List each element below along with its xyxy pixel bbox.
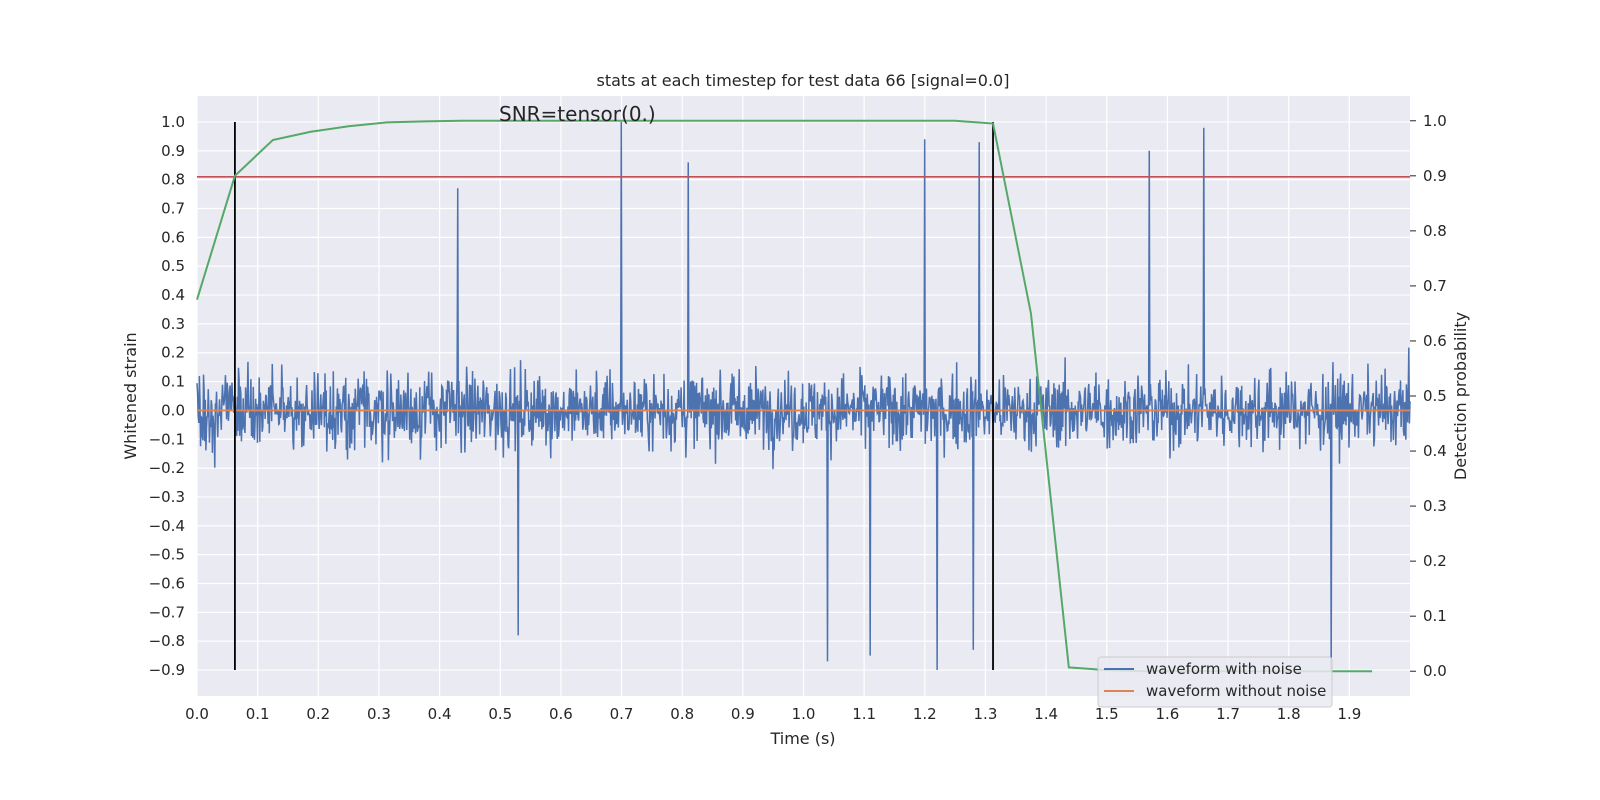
chart-title: stats at each timestep for test data 66 …: [597, 71, 1010, 90]
x-tick-label: 1.5: [1095, 705, 1119, 723]
x-tick-label: 1.8: [1277, 705, 1301, 723]
y-tick-label: 0.4: [161, 286, 185, 304]
x-tick-label: 0.2: [306, 705, 330, 723]
x-tick-label: 0.9: [731, 705, 755, 723]
legend-label-waveform-with-noise: waveform with noise: [1146, 660, 1302, 678]
x-tick-label: 1.9: [1337, 705, 1361, 723]
x-tick-label: 1.1: [852, 705, 876, 723]
y-tick-label: 1.0: [161, 113, 185, 131]
legend: waveform with noise waveform without noi…: [1097, 656, 1333, 708]
y-tick-label: −0.6: [149, 575, 185, 593]
y-tick-label: 0.5: [161, 257, 185, 275]
x-axis-label: Time (s): [769, 729, 835, 748]
y2-tick-label: 0.6: [1423, 332, 1447, 350]
y-tick-label: −0.9: [149, 661, 185, 679]
y-tick-label: 0.6: [161, 228, 185, 246]
y-tick-label: −0.3: [149, 488, 185, 506]
x-tick-label: 0.0: [185, 705, 209, 723]
y-tick-label: 0.9: [161, 142, 185, 160]
x-tick-label: 1.3: [974, 705, 998, 723]
y2-tick-label: 0.3: [1423, 497, 1447, 515]
x-tick-label: 1.7: [1216, 705, 1240, 723]
y-axis-label: Whitened strain: [121, 332, 140, 459]
y2-tick-label: 0.1: [1423, 607, 1447, 625]
legend-label-waveform-without-noise: waveform without noise: [1146, 682, 1326, 700]
y-tick-label: 0.3: [161, 315, 185, 333]
x-tick-label: 1.6: [1155, 705, 1179, 723]
x-tick-label: 1.0: [792, 705, 816, 723]
y-tick-label: −0.8: [149, 632, 185, 650]
legend-box: [1097, 656, 1333, 708]
x-tick-label: 0.3: [367, 705, 391, 723]
y2-tick-label: 0.7: [1423, 277, 1447, 295]
y-tick-label: −0.5: [149, 546, 185, 564]
y2-tick-label: 0.9: [1423, 167, 1447, 185]
y2-tick-label: 0.4: [1423, 442, 1447, 460]
x-tick-label: 0.7: [610, 705, 634, 723]
y2-tick-label: 0.8: [1423, 222, 1447, 240]
y-tick-label: 0.8: [161, 171, 185, 189]
y-tick-labels: −0.9 −0.8 −0.7 −0.6 −0.5 −0.4 −0.3 −0.2 −0.1 0.0 0…: [149, 113, 185, 679]
x-tick-label: 0.4: [428, 705, 452, 723]
y2-tick-label: 0.0: [1423, 662, 1447, 680]
y-tick-label: −0.7: [149, 603, 185, 621]
x-tick-label: 1.4: [1034, 705, 1058, 723]
x-tick-label: 0.1: [246, 705, 270, 723]
y-tick-label: 0.2: [161, 344, 185, 362]
y-tick-label: 0.1: [161, 373, 185, 391]
series-layer: [196, 119, 1411, 673]
y2-tick-label: 0.5: [1423, 387, 1447, 405]
y-tick-label: −0.4: [149, 517, 185, 535]
x-tick-label: 0.5: [488, 705, 512, 723]
y2-tick-labels: 0.0 0.1 0.2 0.3 0.4 0.5 0.6 0.7 0.8 0.9 1.0: [1410, 112, 1447, 680]
snr-annotation: SNR=tensor(0.): [499, 102, 656, 126]
y-tick-label: 0.0: [161, 401, 185, 419]
y-tick-label: −0.1: [149, 430, 185, 448]
x-tick-label: 0.8: [670, 705, 694, 723]
y2-tick-label: 0.2: [1423, 552, 1447, 570]
x-tick-label: 0.6: [549, 705, 573, 723]
x-tick-label: 1.2: [913, 705, 937, 723]
y2-tick-label: 1.0: [1423, 112, 1447, 130]
y-tick-label: −0.2: [149, 459, 185, 477]
x-tick-labels: 0.0 0.1 0.2 0.3 0.4 0.5 0.6 0.7 0.8 0.9 1.0 1.1 1.2 1…: [185, 705, 1361, 723]
y2-axis-label: Detection probability: [1451, 312, 1470, 480]
y-tick-label: 0.7: [161, 200, 185, 218]
